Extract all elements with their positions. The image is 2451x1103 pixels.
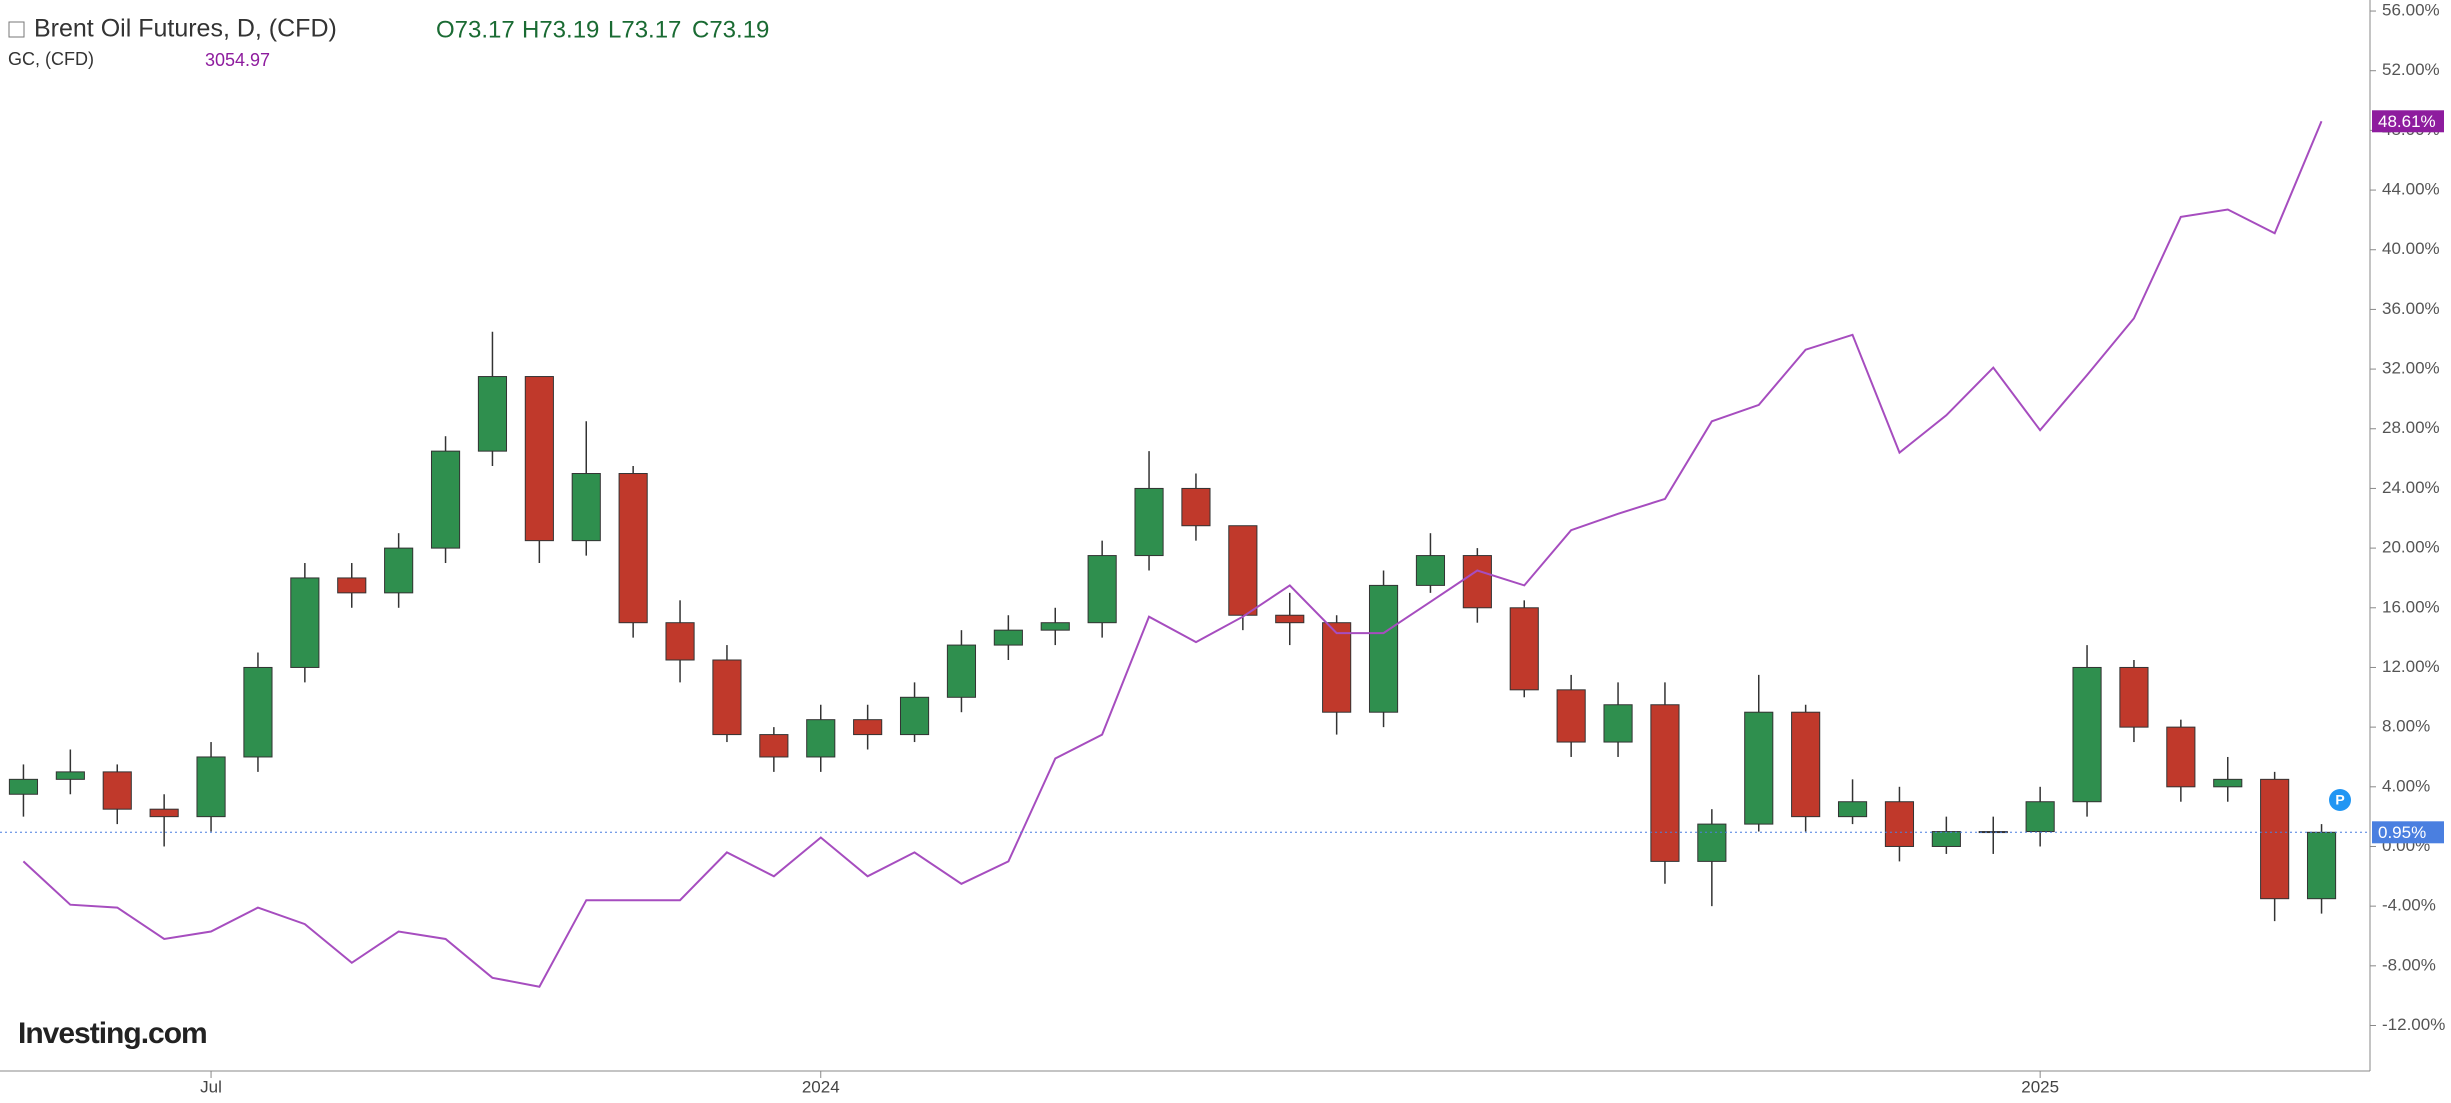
ohlc-high: H73.19	[522, 16, 599, 43]
collapse-icon[interactable]	[8, 21, 25, 38]
y-tick-label: 20.00%	[2382, 538, 2440, 557]
candle-body	[993, 629, 1023, 646]
candle-body	[1978, 831, 2008, 834]
candle-body	[759, 734, 789, 758]
candle-body	[1368, 584, 1399, 713]
y-tick-label: 16.00%	[2382, 597, 2440, 616]
candle-body	[899, 696, 930, 736]
candle-body	[2025, 801, 2055, 833]
main-title: Brent Oil Futures, D, (CFD)	[34, 15, 337, 43]
candle-body	[149, 808, 179, 818]
candle-body	[1556, 689, 1586, 743]
candle-body	[243, 666, 273, 758]
candle-body	[8, 778, 39, 795]
candle-body	[1603, 704, 1633, 743]
y-tick-label: -4.00%	[2382, 896, 2436, 915]
logo: Investing.com	[18, 1017, 207, 1050]
candle-body	[665, 622, 695, 661]
y-tick-label: 12.00%	[2382, 657, 2440, 676]
candle-body	[1509, 607, 1539, 691]
candle-body	[290, 577, 320, 668]
ohlc-close: C73.19	[692, 16, 769, 43]
candle-body	[196, 756, 226, 818]
x-tick-label: 2025	[2021, 1077, 2059, 1096]
candle-body	[2166, 726, 2196, 788]
candle-body	[853, 719, 883, 736]
y-tick-label: 40.00%	[2382, 239, 2440, 258]
candle-body	[477, 376, 508, 452]
candle-body	[1181, 487, 1211, 527]
y-tick-label: 32.00%	[2382, 359, 2440, 378]
candle-body	[1650, 704, 1680, 862]
candle-body	[1275, 614, 1305, 624]
candle-body	[2260, 778, 2290, 900]
x-tick-label: Jul	[200, 1077, 222, 1096]
x-tick-label: 2024	[802, 1077, 840, 1096]
price-tag-label: 0.95%	[2378, 823, 2426, 842]
candle-body	[1884, 801, 1915, 847]
compare-legend: GC, (CFD)	[8, 49, 94, 69]
price-tag	[2372, 110, 2444, 133]
candle-body	[524, 376, 554, 542]
y-tick-label: 28.00%	[2382, 418, 2440, 437]
candle-body	[1697, 823, 1727, 862]
y-tick-label: 36.00%	[2382, 299, 2440, 318]
candle-body	[2072, 666, 2102, 803]
candle-body	[1087, 555, 1117, 624]
candle-body	[1040, 622, 1070, 631]
candle-body	[618, 473, 648, 624]
candle-body	[1462, 555, 1492, 609]
compare-value: 3054.97	[205, 50, 270, 70]
candle-body	[1134, 487, 1164, 557]
candle-body	[1837, 801, 1868, 818]
candle-body	[2306, 831, 2337, 900]
candle-body	[2119, 666, 2149, 728]
candle-body	[1415, 555, 1446, 586]
y-tick-label: 8.00%	[2382, 717, 2430, 736]
candle-body	[55, 771, 85, 780]
y-tick-label: -8.00%	[2382, 955, 2436, 974]
candle-body	[102, 771, 132, 810]
y-tick-label: 52.00%	[2382, 60, 2440, 79]
candle-body	[337, 577, 367, 594]
candle-body	[1322, 622, 1352, 713]
candle-body	[384, 547, 414, 594]
candle-body	[1228, 525, 1258, 616]
candle-body	[2213, 778, 2243, 788]
price-tag	[2372, 821, 2444, 844]
y-tick-label: 44.00%	[2382, 180, 2440, 199]
candle-body	[571, 473, 601, 542]
p-icon[interactable]	[2329, 789, 2351, 811]
ohlc-low: L73.17	[608, 16, 681, 43]
candle-body	[430, 450, 461, 549]
candle-body	[1931, 831, 1961, 847]
y-tick-label: 56.00%	[2382, 1, 2440, 20]
y-tick-label: -12.00%	[2382, 1015, 2445, 1034]
candle-body	[806, 719, 836, 758]
ohlc-open: O73.17	[436, 16, 515, 43]
price-tag-label: 48.61%	[2378, 112, 2436, 131]
candle-body	[1744, 711, 1774, 825]
candle-body	[946, 644, 977, 698]
candle-body	[1791, 711, 1821, 818]
y-tick-label: 4.00%	[2382, 776, 2430, 795]
p-icon-letter: P	[2335, 792, 2344, 808]
y-tick-label: 24.00%	[2382, 478, 2440, 497]
candle-body	[712, 659, 742, 736]
compare-line	[22, 120, 2323, 988]
